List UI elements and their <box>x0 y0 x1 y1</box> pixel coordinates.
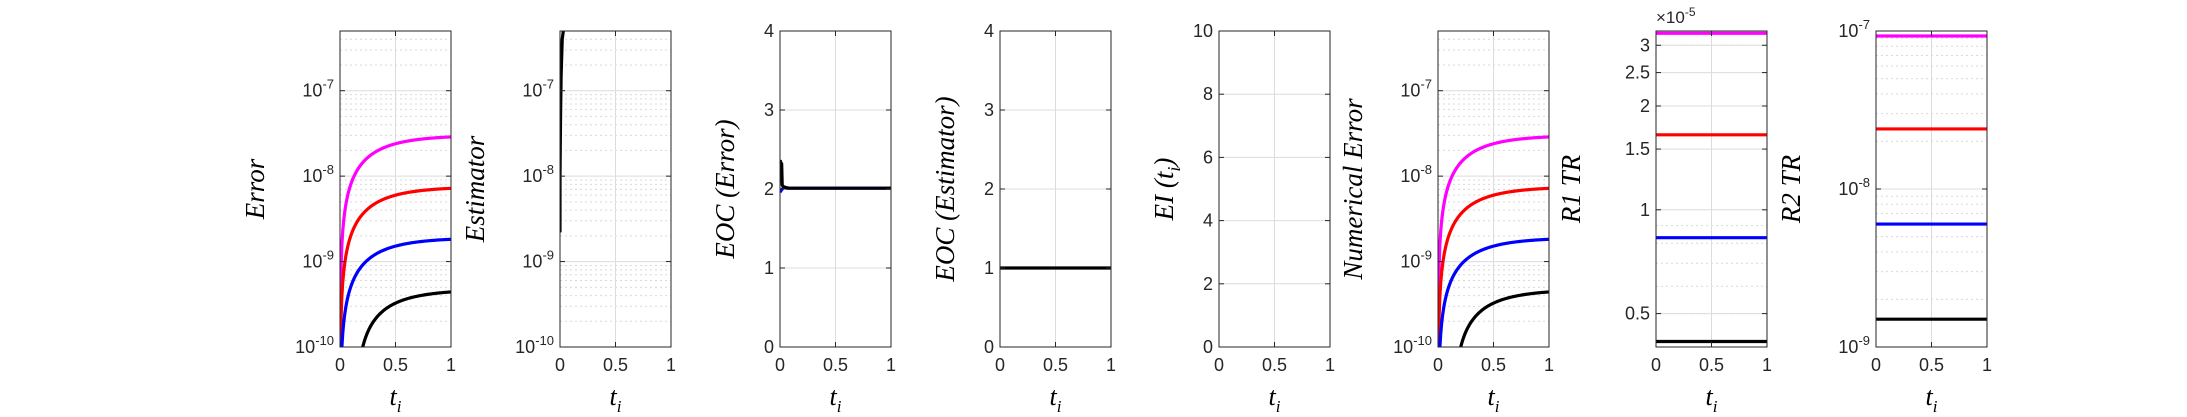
y-tick-label: 1.5 <box>1625 139 1650 159</box>
x-tick-label: 0.5 <box>383 355 408 375</box>
y-tick-label: 2 <box>764 179 774 199</box>
y-tick-label: 10-10 <box>295 333 334 357</box>
y-tick-label: 8 <box>1203 84 1213 104</box>
y-tick-label: 10-9 <box>1400 248 1432 272</box>
x-axis-label: ti <box>1269 382 1281 416</box>
y-tick-label: 2.5 <box>1625 63 1650 83</box>
x-tick-label: 1 <box>666 355 676 375</box>
axis-exponent-label: ×10-5 <box>1656 5 1696 27</box>
y-tick-label: 0 <box>764 337 774 357</box>
y-tick-label: 10 <box>1193 21 1213 41</box>
subplot-7: 0.5 1 1.5 2 2.5 3 0 0.5 1 ×10-5 ti R1 TR <box>1556 5 1772 416</box>
x-tick-label: 0.5 <box>1262 355 1287 375</box>
y-tick-label: 10-7 <box>1838 17 1870 41</box>
x-axis-label: ti <box>1488 382 1500 416</box>
x-tick-label: 0 <box>335 355 345 375</box>
y-tick-label: 3 <box>1640 35 1650 55</box>
series-line-3 <box>1438 237 1549 347</box>
y-tick-label: 6 <box>1203 147 1213 167</box>
x-tick-label: 1 <box>1762 355 1772 375</box>
y-tick-label: 1 <box>764 258 774 278</box>
x-tick-label: 0.5 <box>1043 355 1068 375</box>
y-tick-label: 10-8 <box>522 162 554 186</box>
y-tick-label: 1 <box>1640 200 1650 220</box>
y-tick-label: 10-7 <box>522 77 554 101</box>
y-tick-label: 4 <box>764 21 774 41</box>
subplot-2: 10-10 10-9 10-8 10-7 0 0.5 1 ti Estimator <box>460 30 676 416</box>
x-tick-label: 1 <box>886 355 896 375</box>
y-tick-label: 2 <box>1203 274 1213 294</box>
y-axis-label: Numerical Error <box>1338 98 1368 281</box>
y-tick-label: 10-9 <box>1838 333 1870 357</box>
x-tick-label: 1 <box>1106 355 1116 375</box>
y-tick-label: 1 <box>984 258 994 278</box>
x-tick-label: 1 <box>1544 355 1554 375</box>
y-axis-label: R2 TR <box>1776 154 1806 224</box>
x-tick-label: 0.5 <box>1481 355 1506 375</box>
series-line-2 <box>1438 186 1549 347</box>
series-line-3 <box>340 237 451 347</box>
series-line-1 <box>1438 135 1549 347</box>
series-line-1 <box>560 31 565 233</box>
y-tick-label: 2 <box>984 179 994 199</box>
subplot-3: 0 1 2 3 4 0 0.5 1 ti EOC (Error) <box>710 21 896 416</box>
y-tick-label: 0.5 <box>1625 304 1650 324</box>
y-tick-label: 10-7 <box>1400 77 1432 101</box>
subplot-6: 10-10 10-9 10-8 10-7 0 0.5 1 ti Numerical Error <box>1338 30 1554 416</box>
x-tick-label: 0.5 <box>603 355 628 375</box>
y-tick-label: 0 <box>1203 337 1213 357</box>
x-axis-label: ti <box>610 382 622 416</box>
x-tick-label: 0 <box>995 355 1005 375</box>
y-tick-label: 2 <box>1640 96 1650 116</box>
y-axis-label: Estimator <box>460 135 490 243</box>
series-line-2 <box>780 159 891 190</box>
y-tick-label: 10-10 <box>515 333 554 357</box>
subplot-1: 10-10 10-9 10-8 10-7 0 0.5 1 ti Error <box>240 30 456 416</box>
y-tick-label: 0 <box>984 337 994 357</box>
y-tick-label: 10-10 <box>1393 333 1432 357</box>
y-axis-label: Error <box>240 158 270 220</box>
subplot-8: 10-9 10-8 10-7 0 0.5 1 ti R2 TR <box>1776 17 1992 416</box>
x-tick-label: 0 <box>775 355 785 375</box>
y-tick-label: 10-8 <box>1400 162 1432 186</box>
y-tick-label: 10-9 <box>302 248 334 272</box>
x-axis-label: ti <box>390 382 402 416</box>
y-axis-label: EI (ti) <box>1149 158 1184 222</box>
y-tick-label: 3 <box>764 100 774 120</box>
x-tick-label: 0 <box>1871 355 1881 375</box>
x-axis-label: ti <box>1706 382 1718 416</box>
y-tick-label: 10-8 <box>302 162 334 186</box>
y-tick-label: 3 <box>984 100 994 120</box>
y-tick-label: 10-8 <box>1838 175 1870 199</box>
x-tick-label: 1 <box>1325 355 1335 375</box>
series-line-1 <box>340 135 451 347</box>
x-tick-label: 1 <box>446 355 456 375</box>
y-axis-label: EOC (Error) <box>710 119 740 259</box>
subplot-4: 0 1 2 3 4 0 0.5 1 ti EOC (Estimator) <box>930 21 1116 416</box>
x-tick-label: 0.5 <box>1919 355 1944 375</box>
series-line-2 <box>340 186 451 347</box>
x-tick-label: 1 <box>1982 355 1992 375</box>
x-axis-label: ti <box>830 382 842 416</box>
x-tick-label: 0 <box>555 355 565 375</box>
y-tick-label: 4 <box>1203 211 1213 231</box>
x-tick-label: 0 <box>1433 355 1443 375</box>
y-axis-label: EOC (Estimator) <box>930 96 960 282</box>
x-axis-label: ti <box>1926 382 1938 416</box>
x-axis-label: ti <box>1050 382 1062 416</box>
series-line-4 <box>361 290 451 347</box>
x-tick-label: 0.5 <box>823 355 848 375</box>
y-tick-label: 10-7 <box>302 77 334 101</box>
y-axis-label: R1 TR <box>1556 154 1586 224</box>
x-tick-label: 0.5 <box>1699 355 1724 375</box>
series-line-4 <box>1459 290 1549 347</box>
x-tick-label: 0 <box>1214 355 1224 375</box>
y-tick-label: 4 <box>984 21 994 41</box>
x-tick-label: 0 <box>1651 355 1661 375</box>
subplot-5: 0 2 4 6 8 10 0 0.5 1 ti EI (ti) <box>1149 21 1335 416</box>
y-tick-label: 10-9 <box>522 248 554 272</box>
